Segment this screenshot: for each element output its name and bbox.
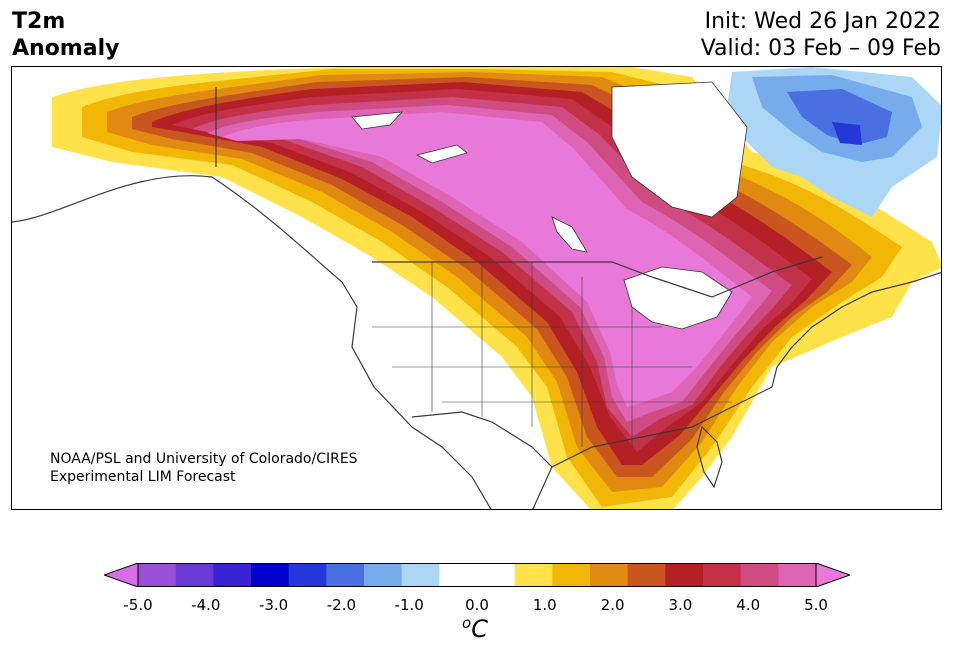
title-type: Anomaly: [12, 36, 120, 61]
colorbar-tick-label: -5.0: [123, 596, 153, 614]
colorbar-segment: [740, 563, 779, 587]
colorbar-segment: [364, 563, 403, 587]
map-title: T2m Anomaly: [12, 8, 119, 62]
anomaly-map: NOAA/PSL and University of Colorado/CIRE…: [11, 66, 942, 510]
gulf-coast: [532, 272, 941, 509]
great-lakes: [623, 266, 733, 330]
colorbar-tick-label: -4.0: [191, 596, 221, 614]
lake-2: [415, 144, 468, 164]
colorbar-segment: [665, 563, 704, 587]
colorbar-tick-label: 3.0: [668, 596, 693, 614]
map-canvas: [12, 67, 941, 509]
credit-line-2: Experimental LIM Forecast: [50, 469, 236, 485]
colorbar-extend-high: [815, 563, 850, 587]
colorbar-segment: [175, 563, 214, 587]
colorbar-segment: [288, 563, 327, 587]
state-lines: [372, 262, 732, 447]
hudson-bay: [611, 81, 748, 218]
colorbar-segment: [590, 563, 629, 587]
colorbar-segment: [401, 563, 440, 587]
colorbar-segment: [326, 563, 365, 587]
band-royal-blue: [787, 89, 892, 145]
colorbar-tick-label: 2.0: [600, 596, 625, 614]
colorbar: [104, 563, 850, 587]
band-magenta: [222, 112, 752, 407]
colorbar-tick-label: 4.0: [736, 596, 761, 614]
unit-degree: o: [462, 614, 472, 632]
colorbar-segment: [514, 563, 553, 587]
band-deep-blue: [832, 122, 862, 145]
colorbar-segment: [778, 563, 817, 587]
pacific-coast: [12, 175, 492, 509]
florida: [696, 425, 723, 489]
lake-3: [551, 216, 588, 253]
colorbar-tick-label: -3.0: [258, 596, 289, 614]
init-date: Init: Wed 26 Jan 2022: [704, 9, 941, 34]
colorbar-segment: [703, 563, 742, 587]
credit-line-1: NOAA/PSL and University of Colorado/CIRE…: [50, 451, 358, 467]
colorbar-tick-label: 0.0: [465, 596, 489, 614]
colorbar-tick-label: 5.0: [804, 596, 828, 614]
colorbar-extend-low: [104, 563, 139, 587]
colorbar-tick-label: 1.0: [532, 596, 557, 614]
forecast-dates: Init: Wed 26 Jan 2022 Valid: 03 Feb – 09…: [701, 8, 941, 62]
lake-1: [351, 111, 404, 130]
colorbar-ticks: -5.0 -4.0 -3.0 -2.0 -1.0 0.0 1.0 2.0 3.0 4.0 5.0: [0, 596, 953, 616]
colorbar-segment: [138, 563, 177, 587]
cool-anomaly: [727, 67, 941, 217]
valid-dates: Valid: 03 Feb – 09 Feb: [700, 36, 941, 61]
colorbar-segment: [477, 563, 516, 587]
colorbar-segment: [627, 563, 666, 587]
colorbar-segment: [213, 563, 252, 587]
colorbar-tick-label: -1.0: [394, 596, 424, 614]
colorbar-unit: oC: [462, 614, 488, 643]
colorbar-segment: [439, 563, 478, 587]
colorbar-segment: [251, 563, 290, 587]
unit-letter: C: [471, 615, 488, 643]
canada-us-border: [372, 256, 823, 298]
water-bodies: [351, 81, 748, 330]
attribution: NOAA/PSL and University of Colorado/CIRE…: [50, 450, 358, 486]
mexico-border: [411, 411, 553, 468]
colorbar-segment: [552, 563, 591, 587]
title-variable: T2m: [12, 9, 66, 34]
coastlines-borders: [12, 87, 941, 509]
colorbar-tick-label: -2.0: [326, 596, 357, 614]
colorbar-frame: [137, 563, 817, 587]
